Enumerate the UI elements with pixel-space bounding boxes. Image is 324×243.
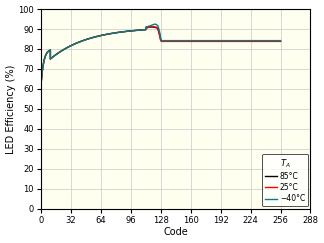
- 25°C: [153, 26, 157, 28]
- 25°C: [279, 40, 283, 43]
- 25°C: [56, 52, 60, 54]
- Line: 85°C: 85°C: [41, 27, 281, 85]
- −40°C: [266, 39, 270, 42]
- −40°C: [279, 39, 283, 42]
- 25°C: [39, 84, 43, 87]
- −40°C: [68, 45, 72, 48]
- 85°C: [266, 40, 270, 43]
- −40°C: [56, 52, 60, 54]
- 25°C: [180, 40, 184, 43]
- 85°C: [148, 26, 152, 28]
- 85°C: [123, 30, 127, 33]
- 85°C: [56, 52, 60, 54]
- 25°C: [151, 25, 155, 28]
- 25°C: [123, 30, 127, 33]
- Legend: 85°C, 25°C, −40°C: 85°C, 25°C, −40°C: [262, 154, 308, 207]
- 25°C: [266, 40, 270, 43]
- Y-axis label: LED Efficiency (%): LED Efficiency (%): [6, 64, 16, 154]
- −40°C: [180, 39, 184, 42]
- 85°C: [180, 40, 184, 43]
- 85°C: [153, 26, 157, 29]
- −40°C: [153, 23, 157, 26]
- −40°C: [123, 30, 127, 33]
- 25°C: [68, 45, 72, 48]
- X-axis label: Code: Code: [163, 227, 188, 237]
- 85°C: [279, 40, 283, 43]
- 85°C: [39, 84, 43, 87]
- 85°C: [68, 45, 72, 48]
- −40°C: [39, 84, 43, 87]
- Line: 25°C: 25°C: [41, 27, 281, 85]
- Line: −40°C: −40°C: [41, 24, 281, 85]
- −40°C: [151, 23, 155, 26]
